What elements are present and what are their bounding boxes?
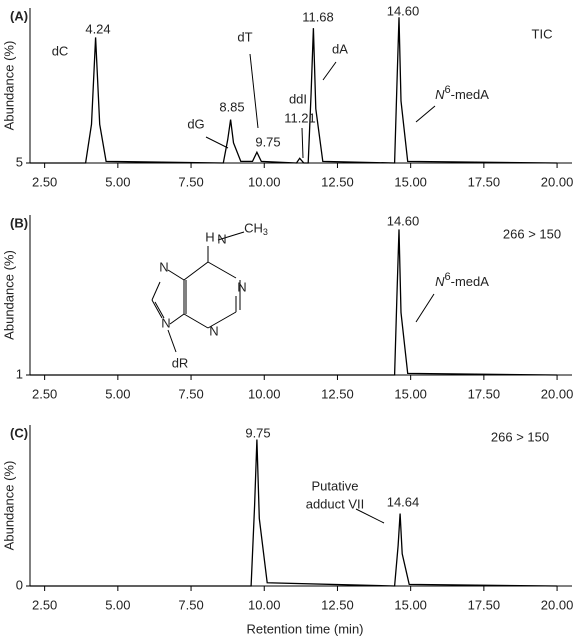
x-tick-label: 2.50 [32, 174, 57, 189]
y-tick-label: 0 [16, 577, 23, 592]
annotation-part: N [435, 274, 445, 289]
x-tick-label: 5.00 [105, 597, 130, 612]
annotation: 11.68 [302, 9, 334, 24]
x-tick-label: 5.00 [105, 174, 130, 189]
x-tick-label: 12.50 [321, 174, 354, 189]
annotation: dA [332, 41, 348, 56]
x-tick-label: 15.00 [394, 174, 427, 189]
leader-line [415, 105, 436, 123]
x-axis-title: Retention time (min) [246, 621, 363, 636]
structure-bond [167, 269, 185, 281]
structure-atom: H [205, 229, 214, 244]
structure-bond [183, 313, 209, 329]
annotation: dG [187, 116, 204, 131]
y-axis-title: Abundance (%) [1, 461, 16, 551]
x-tick-label: 15.00 [394, 597, 427, 612]
x-tick-label: 17.50 [468, 386, 501, 401]
structure-bond [207, 261, 237, 279]
structure-bond [167, 329, 177, 353]
x-tick-label: 20.00 [541, 597, 574, 612]
x-tick-label: 10.00 [248, 174, 281, 189]
x-tick-label: 5.00 [105, 386, 130, 401]
x-tick-label: 12.50 [321, 386, 354, 401]
annotation: 11.21 [284, 110, 316, 125]
x-tick-label: 15.00 [394, 386, 427, 401]
chromatogram-line [30, 17, 558, 164]
annotation: ddI [289, 91, 307, 106]
trace-label: 266 > 150 [491, 429, 549, 444]
leader-line [301, 127, 304, 159]
chromatogram-line [30, 229, 558, 376]
y-axis-title: Abundance (%) [1, 41, 16, 131]
x-tick-label: 20.00 [541, 174, 574, 189]
structure-bond [154, 301, 165, 319]
y-tick-label: 1 [16, 366, 23, 381]
x-tick-label: 2.50 [32, 386, 57, 401]
structure-atom: N [217, 231, 226, 246]
annotation: 4.24 [85, 21, 110, 36]
leader-line [249, 53, 259, 129]
structure-bond [151, 299, 163, 319]
annotation-part: -medA [451, 87, 490, 102]
trace-label: 266 > 150 [503, 226, 561, 241]
x-tick-label: 20.00 [541, 386, 574, 401]
structure-atom: N [159, 259, 168, 274]
structure-bond [169, 313, 185, 325]
annotation: 14.64 [387, 494, 420, 509]
structure-atom: N [237, 279, 246, 294]
structure-atom: CH3 [244, 220, 268, 237]
chromatogram-line [30, 439, 558, 587]
trace-label: TIC [532, 26, 553, 41]
leader-line [355, 508, 385, 524]
x-tick-label: 2.50 [32, 597, 57, 612]
structure-atom: N [209, 323, 218, 338]
structure-bond [207, 311, 237, 329]
annotation: 9.75 [255, 134, 280, 149]
annotation: 14.60 [387, 213, 420, 228]
x-tick-label: 7.50 [178, 174, 203, 189]
annotation: N6-medA [435, 84, 489, 103]
annotation: dC [52, 43, 69, 58]
structure-bond [183, 261, 209, 281]
annotation: N6-medA [435, 271, 489, 290]
panel-label: (B) [10, 215, 28, 230]
x-tick-label: 12.50 [321, 597, 354, 612]
structure-atom: dR [172, 355, 189, 370]
annotation: Putative [312, 478, 359, 493]
x-tick-label: 17.50 [468, 174, 501, 189]
annotation: 9.75 [245, 425, 270, 440]
leader-line [322, 61, 337, 81]
annotation: 8.85 [219, 99, 244, 114]
x-tick-label: 7.50 [178, 597, 203, 612]
leader-line [205, 136, 229, 149]
structure-subscript: 3 [263, 227, 268, 237]
panel-label: (A) [10, 8, 28, 23]
x-tick-label: 10.00 [248, 597, 281, 612]
annotation-part: N [435, 87, 445, 102]
annotation: adduct VII [306, 496, 365, 511]
x-tick-label: 7.50 [178, 386, 203, 401]
y-axis-title: Abundance (%) [1, 250, 16, 340]
x-tick-label: 10.00 [248, 386, 281, 401]
annotation-superscript: 6 [444, 84, 450, 96]
leader-line [415, 293, 435, 323]
x-tick-label: 17.50 [468, 597, 501, 612]
annotation-part: -medA [451, 274, 490, 289]
structure-bond [217, 231, 245, 241]
structure-atom: N [161, 315, 170, 330]
annotation-superscript: 6 [444, 271, 450, 283]
structure-bond [151, 281, 161, 301]
annotation: dT [237, 29, 252, 44]
y-tick-label: 5 [16, 154, 23, 169]
panel-label: (C) [10, 425, 28, 440]
annotation: 14.60 [387, 3, 420, 18]
